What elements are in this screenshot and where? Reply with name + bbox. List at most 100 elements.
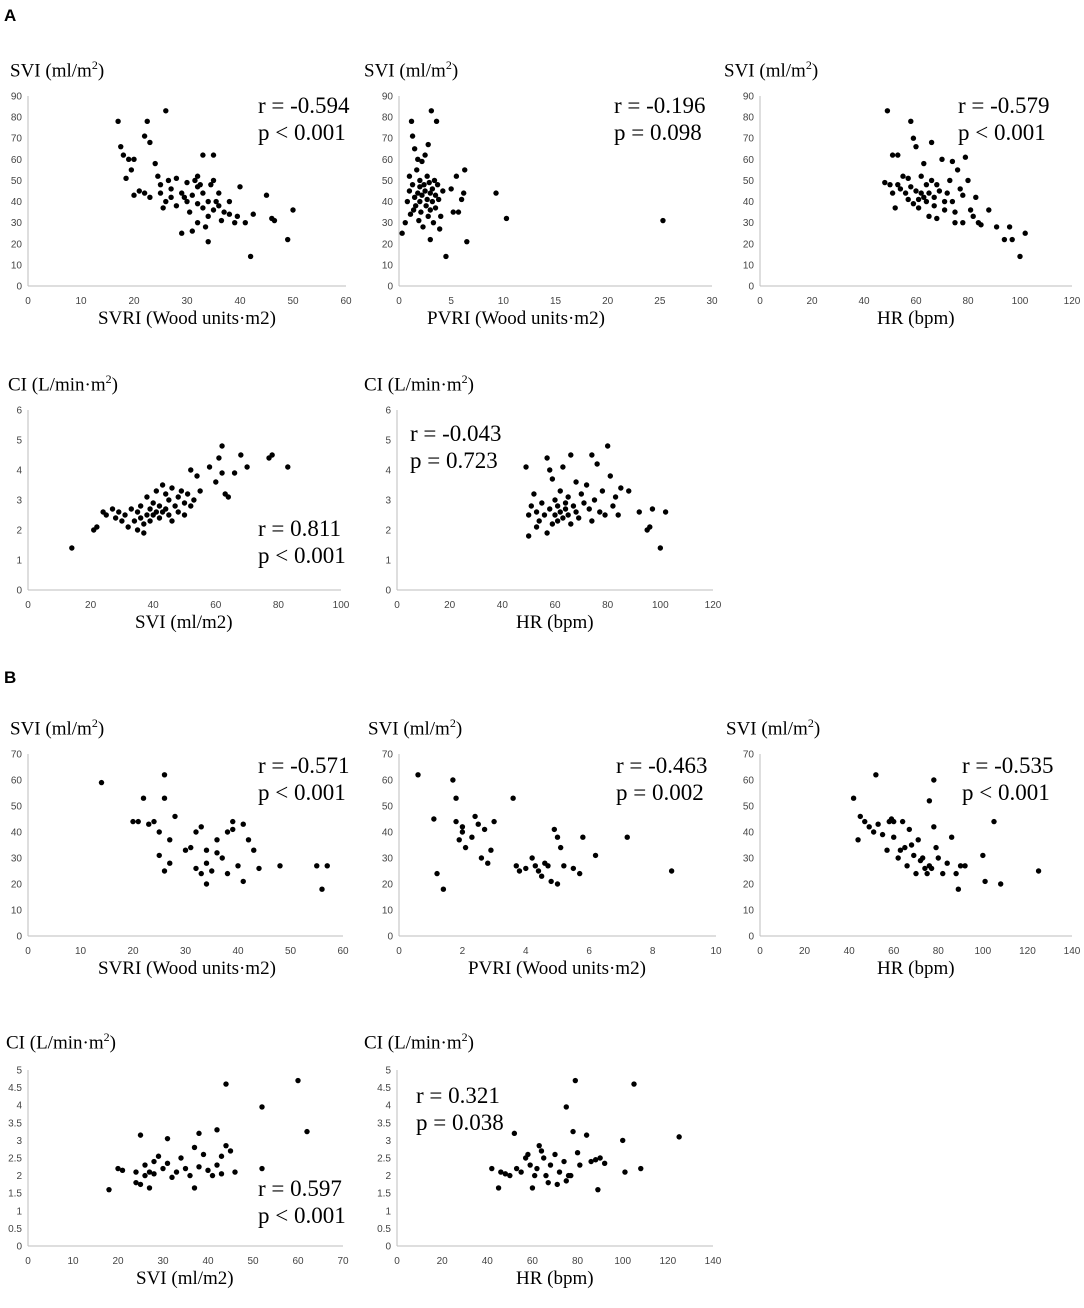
chart-10-ytick: 2.5 [377,1154,391,1165]
chart-1-point [179,190,185,196]
chart-6-point [161,868,168,874]
chart-9-xtick: 0 [25,1256,31,1267]
chart-2-ytick: 60 [382,155,394,166]
chart-1-point [155,173,161,179]
chart-10-point [518,1169,524,1175]
chart-3-point [887,181,893,188]
chart-7-point [529,855,535,861]
chart-8-ytick: 50 [743,802,755,813]
chart-7-ytick: 10 [382,906,394,917]
chart-9-point [106,1186,112,1193]
chart-3-point [905,175,911,182]
chart-5-ytick: 3 [385,496,391,507]
chart-3-point [941,207,948,213]
chart-6-point [98,779,105,786]
chart-10-point [570,1128,576,1135]
chart-3-ytick: 70 [743,134,755,145]
chart-1-point [160,205,166,211]
chart-8-xtick: 40 [844,946,856,957]
chart-5-point [618,485,624,491]
chart-9-point [209,1172,216,1179]
chart-1: 0 10 20 30 40 50 60 70 80 90 0 10 20 30 40 50 60 [11,92,352,308]
chart-1-point [232,219,238,226]
chart-10-point [601,1160,608,1166]
chart-7-ylabel-sup: 2 [449,716,456,730]
chart-3-point [923,181,930,188]
chart-7-ytick: 50 [382,802,394,813]
chart-9-point [169,1174,175,1181]
chart-6-xtick: 50 [285,946,297,957]
chart-5-point [528,503,534,509]
chart-5-point [541,512,548,518]
chart-2-point [438,213,444,220]
chart-3-point [913,143,919,150]
chart-4-point [141,530,147,536]
chart-4-point [175,494,181,500]
chart-8-ylabel-tail: ) [813,718,821,740]
chart-7-point [535,868,542,874]
chart-2-point [436,226,443,232]
chart-8: 0 10 20 30 40 50 60 70 0 20 40 60 80 100 120 140 [743,750,1081,958]
chart-2-ytick: 0 [387,282,393,293]
chart-3-point [973,194,979,201]
chart-10-point [507,1172,513,1179]
chart-4-point [150,500,156,506]
chart-7-point [592,852,599,859]
chart-9-xtick: 50 [247,1256,259,1267]
chart-1-ylabel-sup: 2 [91,58,98,72]
chart-10-point [545,1179,551,1186]
chart-9-ytick: 5 [16,1066,22,1077]
panel-label-a: A [4,6,17,25]
chart-5-ytick: 0 [385,586,391,597]
chart-2-point [493,190,499,196]
chart-6-ytick: 50 [11,802,23,813]
chart-2-point [415,156,421,163]
chart-7-stats: r = -0.463 p = 0.002 [616,752,708,806]
chart-8-point [940,870,946,877]
chart-9-ytick: 3 [16,1136,22,1147]
chart-10-point [552,1151,558,1158]
chart-9-point [205,1167,211,1174]
chart-5-r-value: r = -0.043 [410,421,502,446]
chart-9-ytick: 2 [16,1171,22,1182]
chart-1-point [234,213,241,220]
chart-4-point [194,473,200,479]
chart-1-ylabel-text: SVI (ml/m [10,60,92,82]
chart-5-point [525,533,532,539]
chart-1-point [123,175,129,182]
chart-7-point [472,813,478,820]
chart-9-point [151,1158,157,1165]
chart-3-xlabel: HR (bpm) [877,308,955,329]
chart-5-point [636,509,642,515]
chart-4-point [141,521,147,527]
chart-2-point [433,118,440,125]
chart-5-point [554,518,561,524]
chart-3-point [936,188,943,194]
chart-7-point [548,878,554,885]
chart-9-ylabel-text: CI (L/min·m [6,1032,104,1054]
chart-3-ytick: 50 [743,176,755,187]
chart-1-point [194,173,201,179]
chart-3-point [915,196,922,203]
chart-1-ytick: 90 [11,92,23,103]
chart-8-point [899,818,906,825]
chart-4-point [156,503,163,509]
chart-7-xtick: 0 [396,946,402,957]
chart-3-point [952,209,958,215]
chart-1-xtick: 40 [234,296,246,307]
chart-6-point [146,821,152,827]
chart-8-xtick: 0 [757,946,763,957]
chart-6-point [319,886,325,892]
chart-6-point [224,870,231,877]
chart-4-point [219,443,225,449]
chart-7-point [551,826,558,833]
chart-10-ytick: 1.5 [377,1189,391,1200]
chart-6-point [188,844,194,851]
chart-7-point [491,818,497,825]
chart-2-point [424,173,430,179]
chart-7-point [462,844,469,851]
chart-5-point [589,452,595,458]
chart-2-point [426,179,432,186]
chart-2-point [408,118,415,125]
chart-2-xtick: 30 [706,296,718,307]
